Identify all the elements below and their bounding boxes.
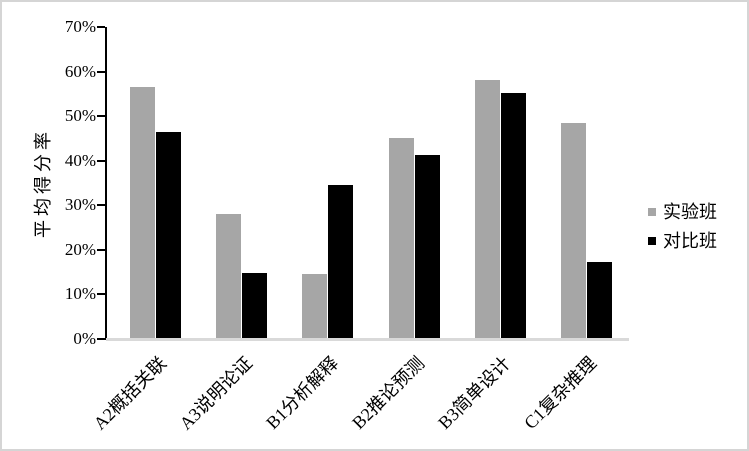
legend-item: 对比班: [648, 230, 717, 252]
legend-swatch-icon: [648, 208, 656, 216]
bar-series0-group3: [388, 137, 414, 339]
x-category-label: A2概括关联: [89, 353, 170, 434]
y-tick-label: 10%: [64, 284, 96, 304]
x-category-label: A3说明论证: [175, 353, 256, 434]
bar-series1-group5: [587, 262, 612, 339]
x-axis-line: [106, 338, 629, 341]
bar-series0-group5: [561, 123, 586, 339]
y-tick-label: 0%: [73, 329, 96, 348]
y-tick-label: 20%: [64, 239, 96, 259]
x-category-label: B1分析解释: [262, 353, 343, 433]
bar-series0-group0: [130, 87, 155, 339]
legend-label: 实验班: [663, 202, 717, 222]
x-category-label: B2推论预测: [348, 353, 429, 433]
x-category-label: C1复杂推理: [520, 353, 601, 433]
legend: 实验班 对比班: [648, 201, 717, 259]
bar-series1-group0: [156, 132, 181, 339]
y-tick-label: 70%: [64, 17, 96, 36]
bar-series1-group4: [500, 93, 526, 339]
y-tick-label: 40%: [64, 150, 96, 170]
y-tick-mark: [97, 70, 105, 73]
y-tick-mark: [97, 159, 105, 162]
y-axis-line: [105, 27, 107, 340]
y-tick-mark: [97, 293, 105, 296]
bar-series0-group1: [216, 214, 242, 339]
legend-item: 实验班: [648, 201, 717, 223]
y-tick-mark: [97, 204, 105, 207]
x-category-label: B3简单设计: [434, 353, 515, 433]
y-tick-mark: [97, 26, 105, 28]
y-tick-label: 60%: [64, 61, 96, 81]
y-tick-mark: [97, 338, 105, 340]
y-axis-title: 平均得分率: [33, 128, 53, 238]
y-tick-label: 50%: [64, 106, 96, 126]
bar-series1-group1: [242, 273, 268, 339]
y-tick-label: 30%: [64, 195, 96, 215]
bar-series0-group2: [302, 274, 328, 339]
y-tick-mark: [97, 248, 105, 251]
bar-series1-group3: [414, 154, 440, 339]
y-tick-mark: [97, 115, 105, 118]
bar-series1-group2: [328, 185, 354, 339]
legend-label: 对比班: [663, 231, 717, 251]
legend-swatch-icon: [648, 237, 656, 245]
bar-series0-group4: [474, 80, 500, 339]
